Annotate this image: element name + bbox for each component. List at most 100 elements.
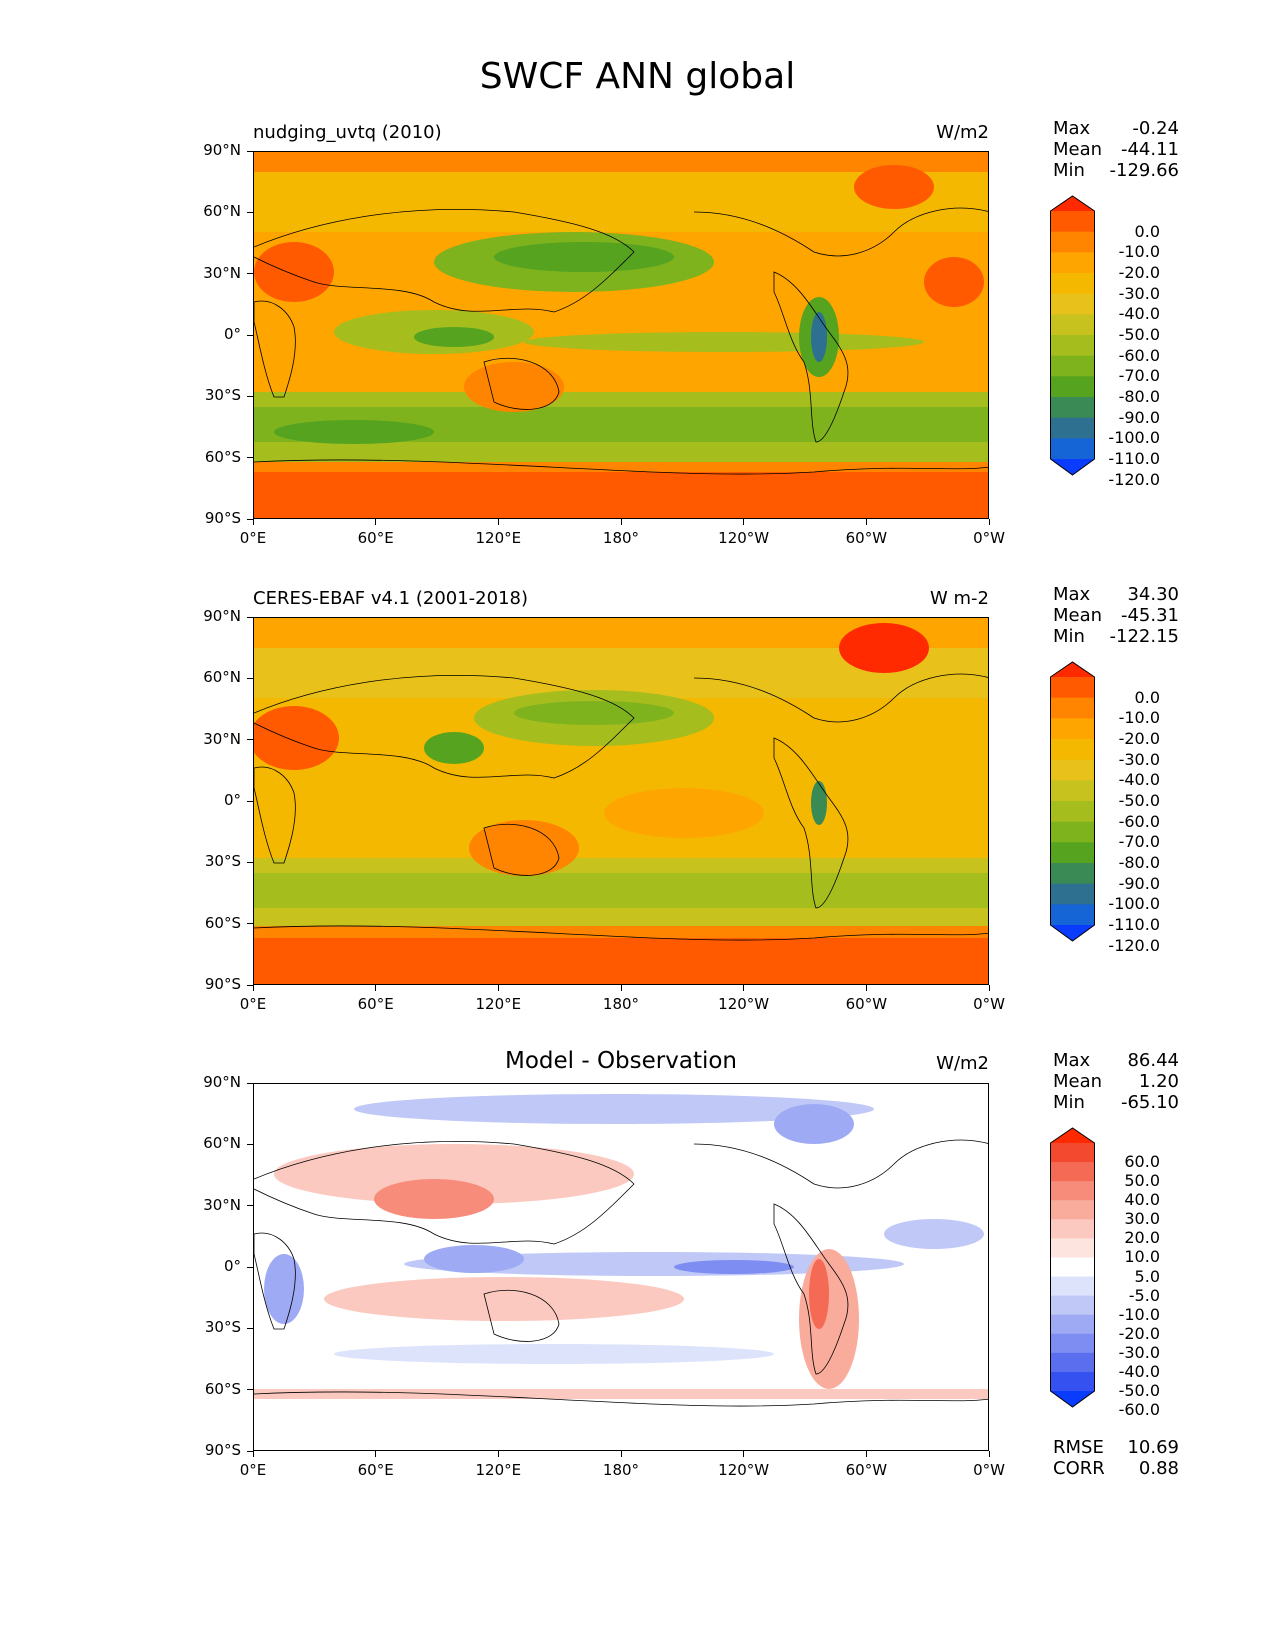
colorbar-label: -20.0 [1118,1323,1160,1343]
x-tick-label: 180° [602,995,640,1013]
colorbar-segment [1050,1352,1095,1373]
colorbar-label: -40.0 [1118,770,1160,790]
y-tick-label: 90°S [204,509,241,527]
x-tick-label: 60°E [357,1461,394,1479]
figure-title: SWCF ANN global [479,56,796,97]
x-tick-mark [743,1451,745,1457]
colorbar-label: -60.0 [1118,811,1160,831]
y-tick-mark [247,984,253,986]
colorbar-segment [1050,780,1095,802]
x-tick-mark [865,985,868,991]
stat-row: Min -65.10 [1053,1092,1179,1113]
colorbar-segment [1050,1238,1095,1258]
stat-label: Min [1053,160,1085,181]
colorbar-label: 5.0 [1134,1266,1160,1286]
colorbar-label: -5.0 [1128,1285,1160,1305]
y-tick-mark [247,457,253,459]
colorbar-label: -100.0 [1108,428,1160,448]
colorbar-label: -90.0 [1118,873,1160,893]
y-tick-label: 60°S [204,913,241,932]
x-tick-mark [375,519,377,525]
colorbar-segment [1050,1314,1095,1335]
stat-value: -45.31 [1120,605,1179,626]
stat-value: 1.20 [1138,1071,1179,1092]
colorbar-segment [1050,863,1095,885]
x-tick-mark [988,519,990,525]
colorbar-segment [1050,759,1095,781]
colorbar-label: -110.0 [1108,449,1160,468]
y-tick-mark [247,1266,253,1268]
x-tick-mark [620,519,622,525]
colorbar-segment [1050,1295,1095,1316]
stat-value: -129.66 [1109,160,1179,181]
units-label: W/m2 [936,122,989,143]
colorbar-segment [1050,1143,1095,1163]
colorbar-outline [1050,661,1095,942]
y-tick-mark [247,1082,253,1084]
y-tick-mark [247,800,253,802]
y-tick-mark [247,518,253,520]
colorbar-label: 50.0 [1124,1171,1160,1191]
colorbar-label: -10.0 [1118,708,1160,728]
y-tick-mark [247,150,253,152]
colorbar-segment [1050,273,1095,295]
panel-title: Model - Observation [504,1048,738,1074]
panel-label: CERES-EBAF v4.1 (2001-2018) [253,588,529,609]
x-tick-label: 0°W [973,529,1005,547]
y-tick-label: 90°S [204,1441,241,1459]
colorbar-label: -80.0 [1118,853,1160,872]
y-tick-label: 30°S [204,386,241,405]
x-tick-mark [620,985,622,991]
y-tick-mark [247,1143,253,1146]
stat-value: 86.44 [1127,1050,1179,1071]
colorbar-label: -80.0 [1118,387,1160,406]
colorbar-segment [1050,821,1095,843]
x-tick-label: 120°E [475,995,522,1013]
units-label: W/m2 [936,1053,989,1074]
colorbar-label: -10.0 [1118,1304,1160,1324]
stat-row: Mean -45.31 [1053,605,1179,626]
colorbar-label: 20.0 [1124,1228,1160,1248]
y-tick-label: 90°N [203,1073,241,1091]
x-tick-label: 120°W [718,529,770,547]
colorbar-extend-top [1050,1128,1095,1143]
y-tick-label: 60°N [203,668,241,687]
x-tick-label: 60°W [845,1461,888,1479]
colorbar-extend-bottom [1050,459,1095,475]
colorbar-segment [1050,1257,1095,1277]
y-tick-label: 30°N [203,263,241,282]
stat-label: Min [1053,1092,1085,1113]
colorbar-segment [1050,1276,1095,1297]
x-tick-label: 60°E [357,529,394,547]
colorbar-label: -20.0 [1118,729,1160,748]
panel-model: nudging_uvtq (2010) W/m2 [0,0,1275,519]
stat-value: -44.11 [1120,139,1179,160]
stat-label: Max [1053,118,1091,139]
x-tick-label: 60°E [357,995,394,1013]
x-tick-label: 120°E [475,1461,522,1479]
stat-label: CORR [1053,1458,1105,1479]
colorbar-segment [1050,355,1095,377]
stat-value: 0.88 [1138,1458,1179,1479]
y-tick-label: 90°N [203,141,241,159]
map-plot [253,151,989,519]
panel-difference: Model - Observation W/m2 [0,0,1275,1451]
x-tick-label: 0°W [973,1461,1005,1479]
x-tick-mark [375,1451,377,1457]
stats-block: Max 86.44 Mean 1.20 Min -65.10 [1053,1050,1179,1113]
colorbar-segment [1050,252,1095,274]
colorbar-extend-bottom [1050,925,1095,941]
x-tick-label: 0°E [239,995,267,1013]
x-tick-label: 180° [602,1461,640,1479]
colorbar-segment [1050,801,1095,823]
x-tick-mark [497,519,500,525]
stat-row: Min -129.66 [1053,160,1179,181]
colorbar-label: -20.0 [1118,263,1160,282]
stats-block: Max 34.30 Mean -45.31 Min -122.15 [1053,584,1179,647]
stat-value: 10.69 [1127,1437,1179,1458]
swcf-model-map [254,152,988,518]
colorbar-label: 10.0 [1124,1247,1160,1267]
y-tick-mark [247,1327,253,1330]
y-tick-label: 30°S [204,1318,241,1337]
colorbar-label: -40.0 [1118,304,1160,324]
